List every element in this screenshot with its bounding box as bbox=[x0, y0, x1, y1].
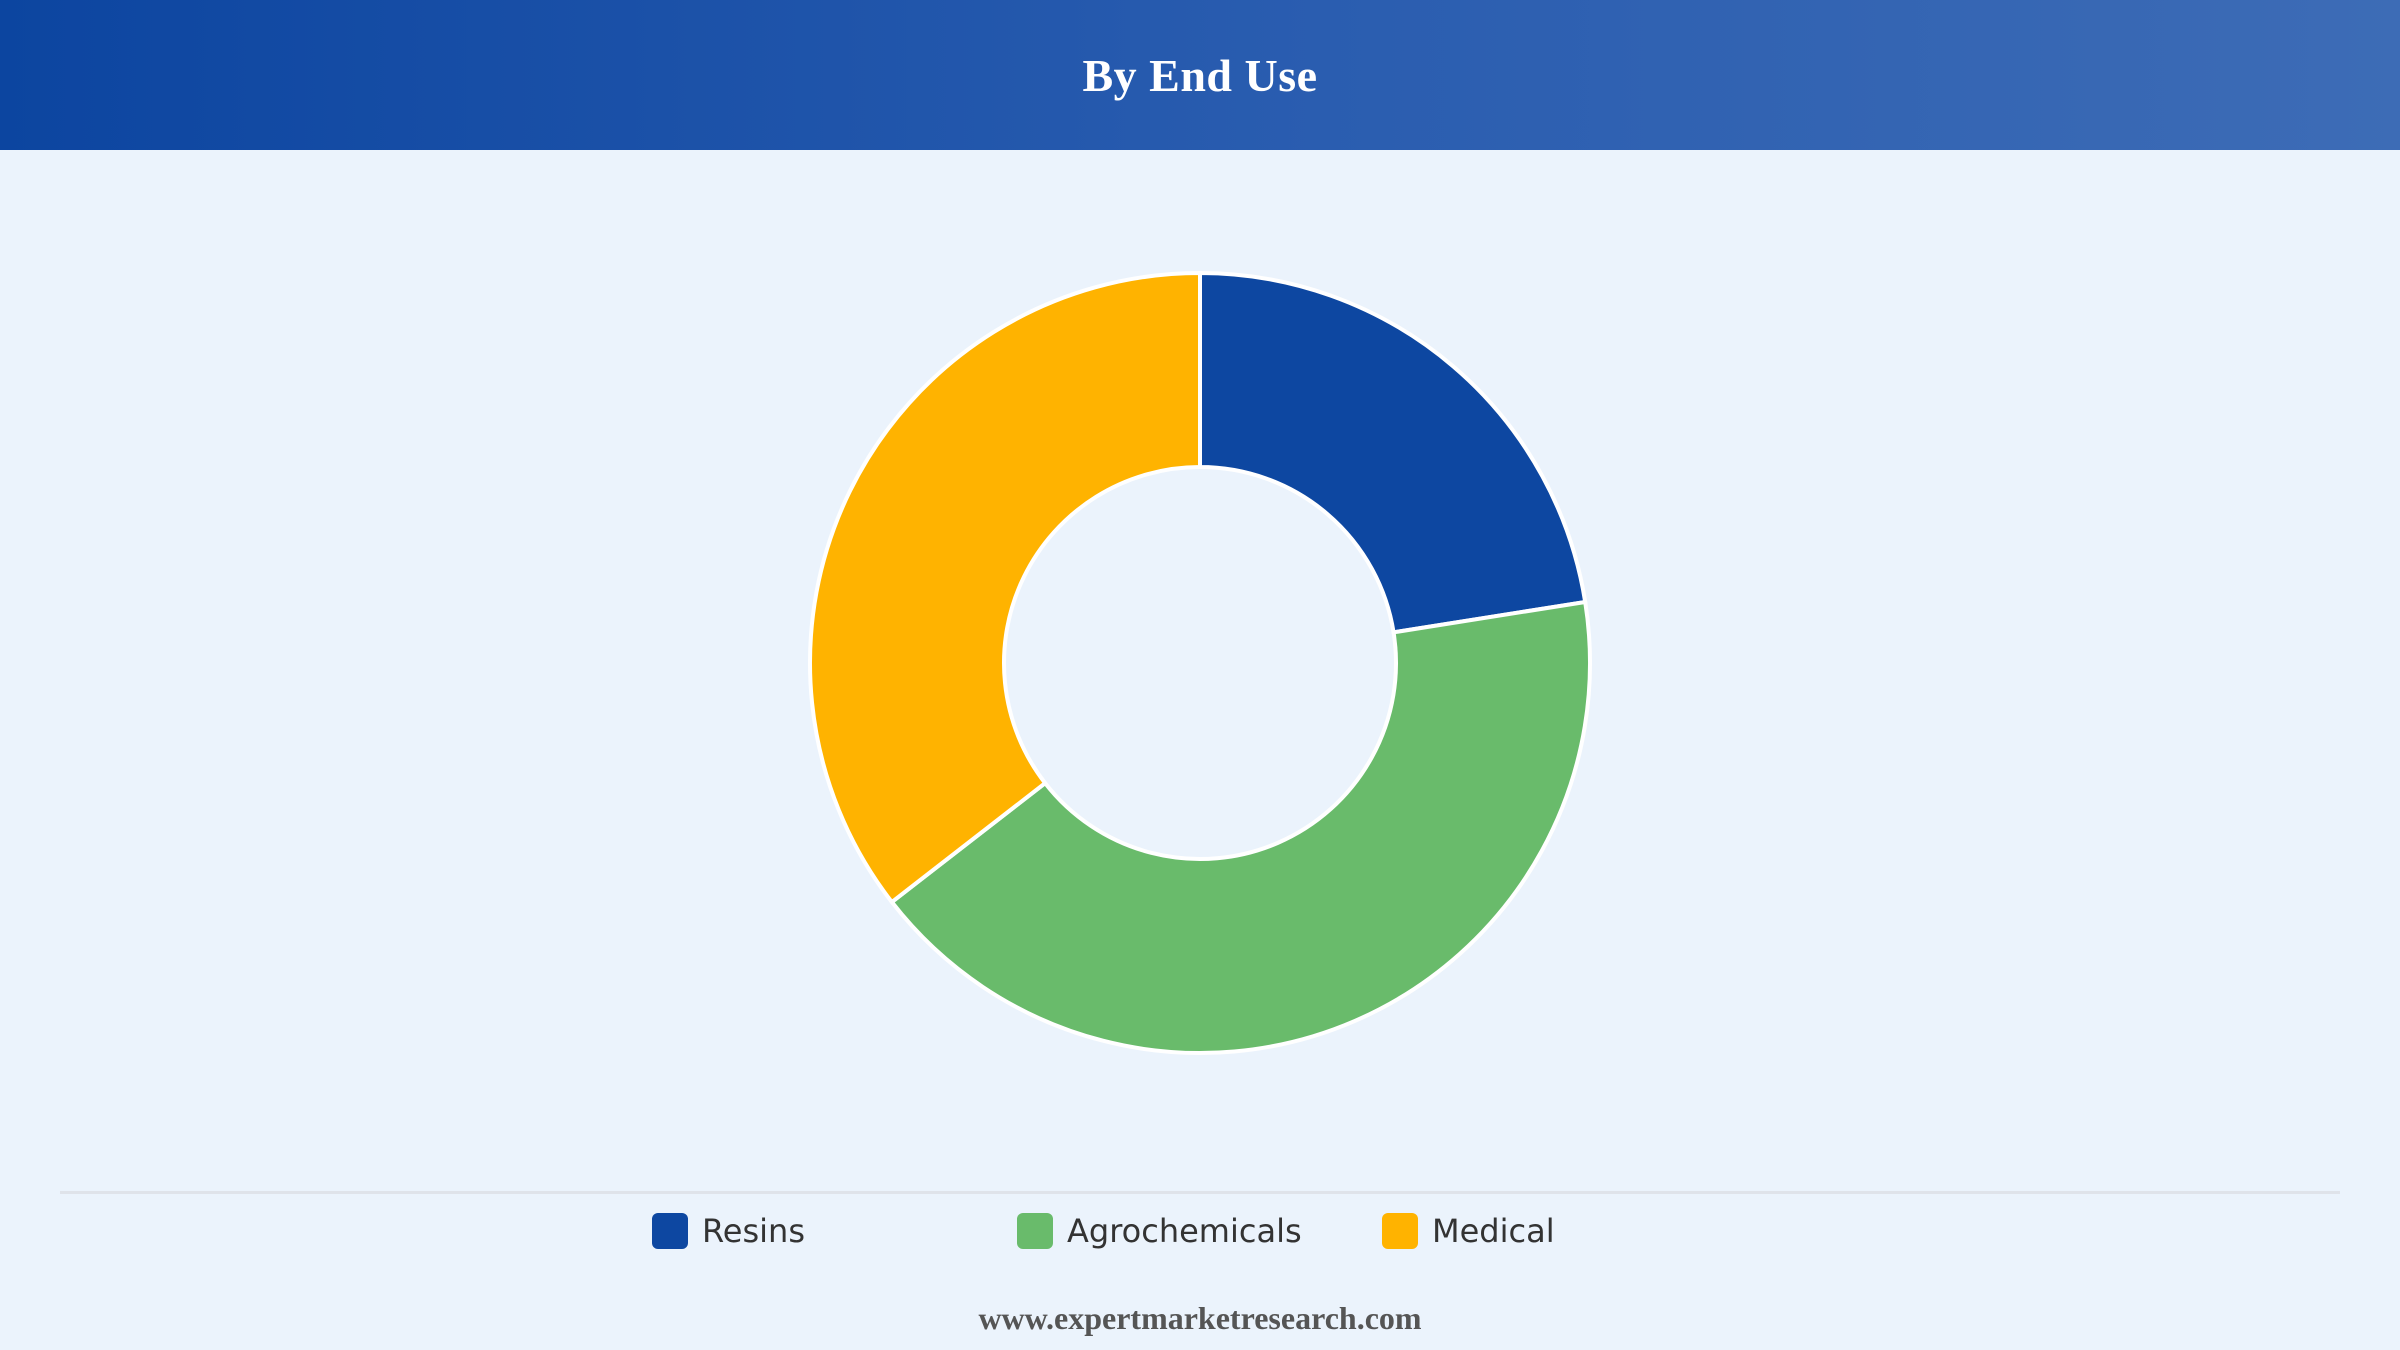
chart-area bbox=[0, 150, 2400, 1190]
slice-resins[interactable] bbox=[1198, 270, 1588, 635]
legend-item-resins[interactable]: Resins bbox=[652, 1210, 805, 1252]
legend-item-medical[interactable]: Medical bbox=[1382, 1210, 1555, 1252]
header-banner: By End Use bbox=[0, 0, 2400, 150]
slice-agrochemicals[interactable] bbox=[889, 599, 1592, 1055]
legend-label-resins: Resins bbox=[702, 1212, 805, 1250]
slice-medical[interactable] bbox=[808, 270, 1202, 905]
legend-item-agrochemicals[interactable]: Agrochemicals bbox=[1017, 1210, 1302, 1252]
legend-swatch-resins bbox=[652, 1213, 688, 1249]
source-url: www.expertmarketresearch.com bbox=[978, 1300, 1422, 1336]
chart-title: By End Use bbox=[1082, 49, 1318, 101]
donut-chart bbox=[808, 270, 1592, 1055]
legend-swatch-medical bbox=[1382, 1213, 1418, 1249]
legend-divider bbox=[60, 1191, 2340, 1194]
legend-label-medical: Medical bbox=[1432, 1212, 1555, 1250]
chart-legend: Resins Agrochemicals Medical bbox=[0, 1210, 2400, 1252]
legend-swatch-agrochemicals bbox=[1017, 1213, 1053, 1249]
legend-label-agrochemicals: Agrochemicals bbox=[1067, 1212, 1302, 1250]
